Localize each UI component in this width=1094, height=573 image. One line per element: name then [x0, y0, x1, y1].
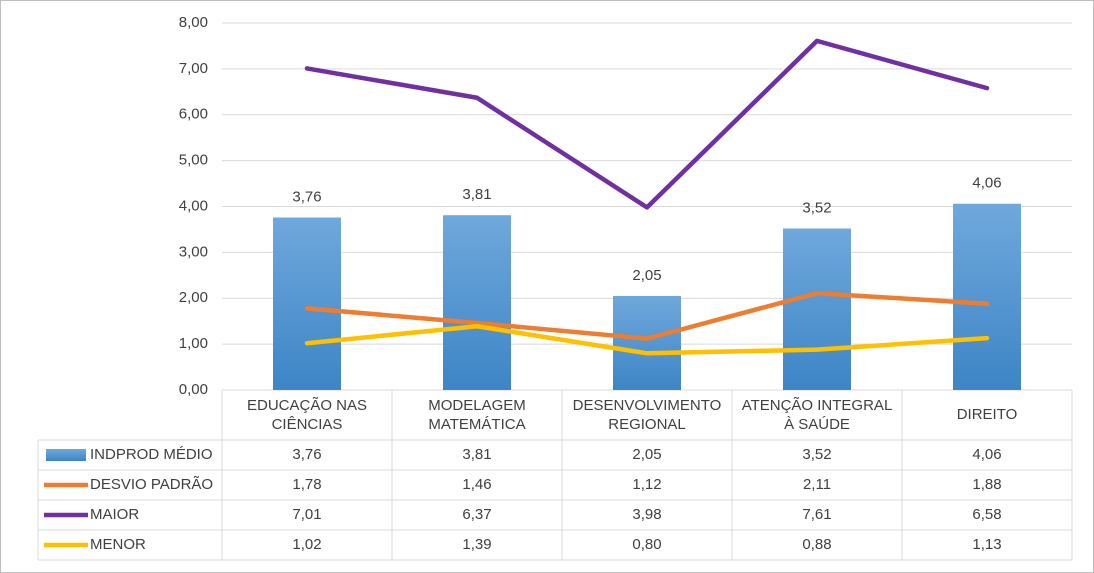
table-cell: 1,88 [972, 476, 1001, 493]
data-label: 3,76 [292, 188, 321, 205]
legend-label: INDPROD MÉDIO [90, 446, 213, 463]
table-cell: 1,39 [462, 536, 491, 553]
bar [953, 203, 1021, 390]
line [304, 38, 990, 210]
x-tick-label: DIREITO [956, 406, 1018, 424]
table-cell: 1,46 [462, 476, 491, 493]
x-tick-label: EDUCAÇÃO NAS CIÊNCIAS [246, 396, 368, 434]
bar [613, 295, 681, 390]
table-cell: 3,81 [462, 446, 491, 463]
table-cell: 3,76 [292, 446, 321, 463]
table-cell: 4,06 [972, 446, 1001, 463]
table-cell: 7,01 [292, 506, 321, 523]
x-tick-label-box: EDUCAÇÃO NAS CIÊNCIAS [246, 396, 368, 434]
y-tick-label: 2,00 [179, 289, 208, 306]
table-cell: 0,88 [802, 536, 831, 553]
x-tick-label-box: DESENVOLVIMENTO REGIONAL [572, 396, 722, 434]
x-tick-label: DESENVOLVIMENTO REGIONAL [572, 396, 722, 434]
x-tick-label: MODELAGEM MATEMÁTICA [428, 396, 526, 434]
table-cell: 1,02 [292, 536, 321, 553]
y-tick-label: 5,00 [179, 152, 208, 169]
y-tick-label: 0,00 [179, 381, 208, 398]
bar [443, 215, 511, 390]
table-cell: 2,05 [632, 446, 661, 463]
table-cell: 3,52 [802, 446, 831, 463]
x-tick-label: ATENÇÃO INTEGRAL À SAÚDE [741, 396, 893, 434]
legend-label: MAIOR [90, 506, 139, 523]
table-cell: 3,98 [632, 506, 661, 523]
x-tick-label-box: ATENÇÃO INTEGRAL À SAÚDE [741, 396, 893, 434]
table-cell: 2,11 [803, 476, 831, 493]
y-tick-label: 8,00 [179, 14, 208, 31]
bar [783, 228, 851, 390]
table-cell: 6,58 [972, 506, 1001, 523]
y-tick-label: 3,00 [179, 243, 208, 260]
table-cell: 1,13 [972, 536, 1001, 553]
y-tick-label: 4,00 [179, 197, 208, 214]
legend-label: DESVIO PADRÃO [90, 476, 213, 493]
x-tick-label-box: DIREITO [956, 406, 1018, 424]
table-cell: 6,37 [462, 506, 491, 523]
line [304, 323, 990, 356]
line [304, 290, 990, 341]
table-cell: 1,78 [292, 476, 321, 493]
table-cell: 7,61 [802, 506, 831, 523]
legend-label: MENOR [90, 536, 146, 553]
y-tick-label: 7,00 [179, 60, 208, 77]
bar [273, 217, 341, 390]
y-tick-label: 6,00 [179, 106, 208, 123]
data-label: 3,81 [462, 186, 491, 203]
y-tick-label: 1,00 [179, 335, 208, 352]
x-tick-label-box: MODELAGEM MATEMÁTICA [428, 396, 526, 434]
table-cell: 0,80 [632, 536, 661, 553]
table-cell: 1,12 [632, 476, 661, 493]
legend-key [46, 449, 86, 461]
data-label: 2,05 [632, 267, 661, 284]
data-label: 3,52 [802, 199, 831, 216]
data-label: 4,06 [972, 175, 1001, 192]
